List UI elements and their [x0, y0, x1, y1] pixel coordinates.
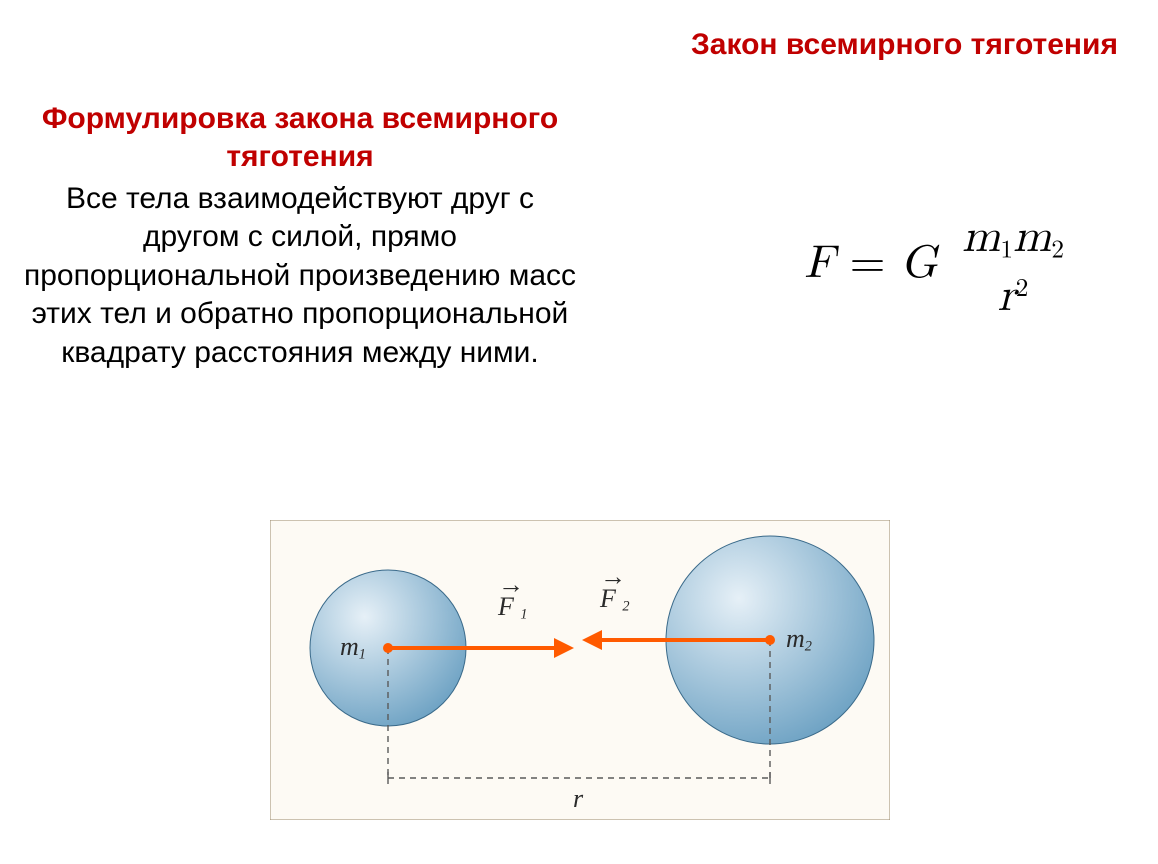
law-subtitle: Формулировка закона всемирного тяготения	[20, 100, 580, 175]
law-body-text: Все тела взаимодействуют друг с другом с…	[20, 180, 580, 372]
mass-2-label: m2	[786, 624, 812, 656]
formula-m2: m	[1013, 214, 1051, 260]
formula-denominator: r2	[958, 267, 1068, 324]
diagram-svg	[270, 520, 890, 820]
slide-title: Закон всемирного тяготения	[691, 28, 1118, 62]
gravitation-formula: F = G m1m2 r2	[804, 210, 1068, 324]
formula-m2-sub: 2	[1051, 237, 1064, 262]
formula-F: F	[804, 240, 834, 286]
distance-r-label: r	[573, 784, 583, 814]
formula-r-sup: 2	[1016, 276, 1029, 301]
formula-m1-sub: 1	[1000, 237, 1013, 262]
force-1-label: → F 1	[498, 592, 528, 624]
formula-numerator: m1m2	[958, 210, 1068, 267]
formula-m1: m	[962, 214, 1000, 260]
formula-G: G	[901, 240, 937, 286]
formula-fraction: m1m2 r2	[958, 210, 1068, 324]
gravitation-diagram: m1 m2 → F 1 → F 2 r	[270, 520, 890, 820]
force-2-label: → F 2	[600, 584, 630, 616]
formula-equals: =	[850, 240, 901, 286]
mass-1-label: m1	[340, 632, 366, 664]
formula-r: r	[998, 273, 1016, 319]
